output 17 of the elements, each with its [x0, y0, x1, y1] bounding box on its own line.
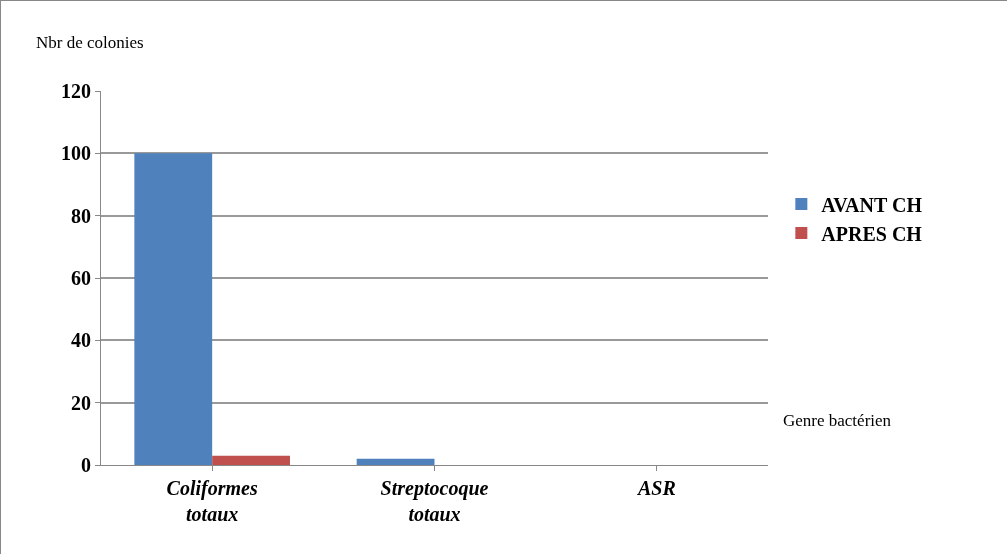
y-axis-title: Nbr de colonies [36, 33, 144, 52]
bar [212, 455, 290, 465]
x-tick-label: Coliformes totaux [166, 477, 258, 525]
x-tick-label: ASR [635, 477, 676, 499]
y-tick-label: 0 [81, 454, 91, 476]
x-tick-label: Streptocoque totaux [380, 477, 489, 525]
legend-label: APRES CH [821, 222, 923, 245]
y-tick-label: 100 [61, 142, 91, 165]
legend-label: AVANT CH [821, 193, 923, 216]
bar [134, 153, 213, 465]
y-tick-label: 80 [71, 204, 91, 227]
y-tick-label: 20 [71, 391, 91, 414]
y-tick-label: 120 [61, 80, 91, 102]
x-axis-title: Genre bactérien [783, 411, 892, 430]
bar [356, 458, 435, 465]
y-tick-label: 40 [71, 329, 91, 352]
y-tick-label: 60 [71, 267, 91, 289]
